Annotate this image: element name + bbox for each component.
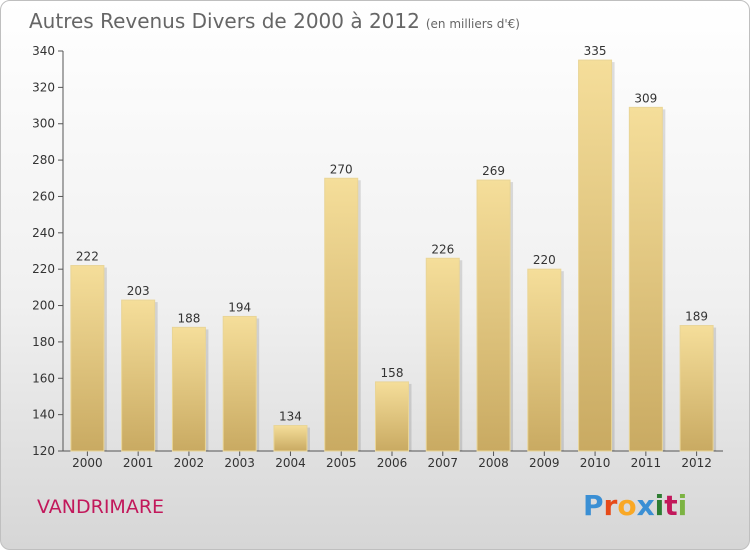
y-tick-label: 320 bbox=[32, 80, 55, 94]
x-tick-label: 2000 bbox=[72, 456, 103, 470]
bar-value-label: 189 bbox=[685, 310, 708, 324]
x-tick-label: 2005 bbox=[326, 456, 357, 470]
place-name: VANDRIMARE bbox=[37, 496, 165, 518]
x-tick-label: 2006 bbox=[377, 456, 408, 470]
x-tick-label: 2001 bbox=[123, 456, 154, 470]
bar-value-label: 203 bbox=[127, 284, 150, 298]
x-tick-label: 2003 bbox=[224, 456, 255, 470]
x-tick-label: 2008 bbox=[478, 456, 509, 470]
x-tick-label: 2004 bbox=[275, 456, 306, 470]
bar-value-label: 309 bbox=[634, 91, 657, 105]
bar bbox=[324, 177, 359, 452]
y-tick-label: 160 bbox=[32, 371, 55, 385]
bar bbox=[679, 325, 714, 452]
bar-value-label: 194 bbox=[228, 300, 251, 314]
axes: 120 140 160 180 200 220 240 260 280 300 320 340 2000… bbox=[32, 44, 723, 470]
bar bbox=[121, 299, 156, 452]
bar bbox=[425, 257, 460, 452]
bar-value-label: 335 bbox=[584, 44, 607, 58]
y-tick-label: 140 bbox=[32, 408, 55, 422]
y-tick-label: 280 bbox=[32, 153, 55, 167]
proxiti-logo: Proxiti bbox=[583, 489, 687, 522]
x-tick-label: 2012 bbox=[681, 456, 712, 470]
x-tick-label: 2011 bbox=[631, 456, 662, 470]
bar-value-label: 134 bbox=[279, 410, 302, 424]
bar bbox=[70, 265, 105, 452]
y-tick-label: 260 bbox=[32, 189, 55, 203]
logo-letter: o bbox=[617, 489, 637, 522]
bar-value-label: 158 bbox=[381, 366, 404, 380]
chart-unit: (en milliers d'€) bbox=[425, 17, 520, 31]
bars: 222 203 188 194 134 270 158 226 269 220 335 309 189 bbox=[70, 44, 717, 452]
logo-letter: x bbox=[636, 489, 655, 522]
y-tick-label: 200 bbox=[32, 299, 55, 313]
x-tick-label: 2009 bbox=[529, 456, 560, 470]
y-tick-label: 180 bbox=[32, 335, 55, 349]
chart-title-text: Autres Revenus Divers de 2000 à 2012 bbox=[29, 9, 420, 33]
logo-letter: P bbox=[583, 489, 604, 522]
x-tick-label: 2010 bbox=[580, 456, 611, 470]
bar-value-label: 269 bbox=[482, 164, 505, 178]
y-tick-label: 340 bbox=[32, 44, 55, 58]
y-tick-label: 220 bbox=[32, 262, 55, 276]
y-tick-label: 120 bbox=[32, 444, 55, 458]
bar-value-label: 226 bbox=[431, 242, 454, 256]
logo-letter: r bbox=[603, 489, 618, 522]
bar-value-label: 188 bbox=[177, 311, 200, 325]
bar bbox=[222, 315, 257, 452]
bar bbox=[578, 59, 613, 452]
bar bbox=[628, 106, 663, 452]
logo-letter: i bbox=[654, 489, 665, 522]
logo-letter: i bbox=[677, 489, 688, 522]
bar bbox=[273, 425, 308, 452]
x-tick-label: 2007 bbox=[427, 456, 458, 470]
logo-letter: t bbox=[664, 489, 678, 522]
x-tick-label: 2002 bbox=[174, 456, 205, 470]
bar bbox=[171, 326, 206, 452]
bar bbox=[476, 179, 511, 452]
bar-value-label: 220 bbox=[533, 253, 556, 267]
bar bbox=[375, 381, 409, 452]
chart-title: Autres Revenus Divers de 2000 à 2012 (en … bbox=[29, 9, 520, 33]
y-tick-label: 240 bbox=[32, 226, 55, 240]
bar-value-label: 222 bbox=[76, 250, 99, 264]
bar-value-label: 270 bbox=[330, 162, 353, 176]
y-tick-label: 300 bbox=[32, 117, 55, 131]
bar bbox=[527, 268, 562, 452]
